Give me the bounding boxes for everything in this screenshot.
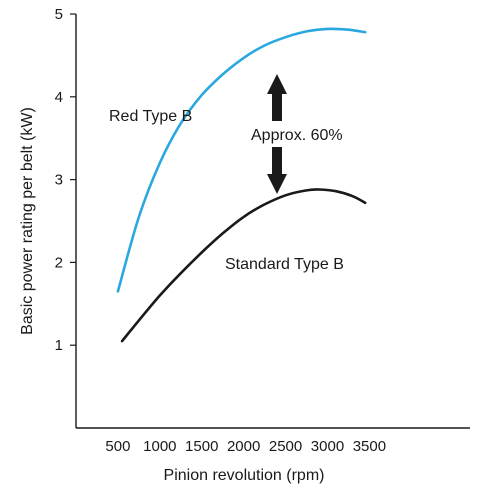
x-tick-label: 1500 bbox=[185, 438, 218, 455]
x-tick-label: 1000 bbox=[143, 438, 176, 455]
series-layer bbox=[116, 27, 367, 343]
arrow-up-icon bbox=[267, 74, 287, 121]
x-axis-ticks: 500 1000 1500 2000 2500 3000 3500 bbox=[105, 438, 386, 455]
annotation-approx-60: Approx. 60% bbox=[251, 127, 343, 144]
y-tick-label: 2 bbox=[55, 254, 63, 271]
x-tick-label: 500 bbox=[105, 438, 130, 455]
y-axis-title: Basic power rating per belt (kW) bbox=[19, 107, 36, 335]
x-tick-label: 2500 bbox=[269, 438, 302, 455]
series-line-standard-type-b bbox=[120, 188, 367, 343]
y-tick-label: 1 bbox=[55, 337, 63, 354]
plot-area bbox=[75, 14, 470, 429]
y-axis-ticks: 1 2 3 4 5 bbox=[55, 6, 76, 354]
x-tick-label: 3000 bbox=[311, 438, 344, 455]
y-tick-label: 4 bbox=[55, 89, 63, 106]
difference-arrow bbox=[267, 74, 287, 194]
series-line-red-type-b bbox=[116, 27, 367, 293]
annotation-standard-type-b: Standard Type B bbox=[225, 256, 344, 273]
y-tick-label: 5 bbox=[55, 6, 63, 23]
x-tick-label: 3500 bbox=[353, 438, 386, 455]
annotation-red-type-b: Red Type B bbox=[109, 108, 192, 125]
arrow-down-icon bbox=[267, 147, 287, 194]
y-tick-label: 3 bbox=[55, 172, 63, 189]
x-axis-title: Pinion revolution (rpm) bbox=[164, 467, 325, 484]
x-tick-label: 2000 bbox=[227, 438, 260, 455]
